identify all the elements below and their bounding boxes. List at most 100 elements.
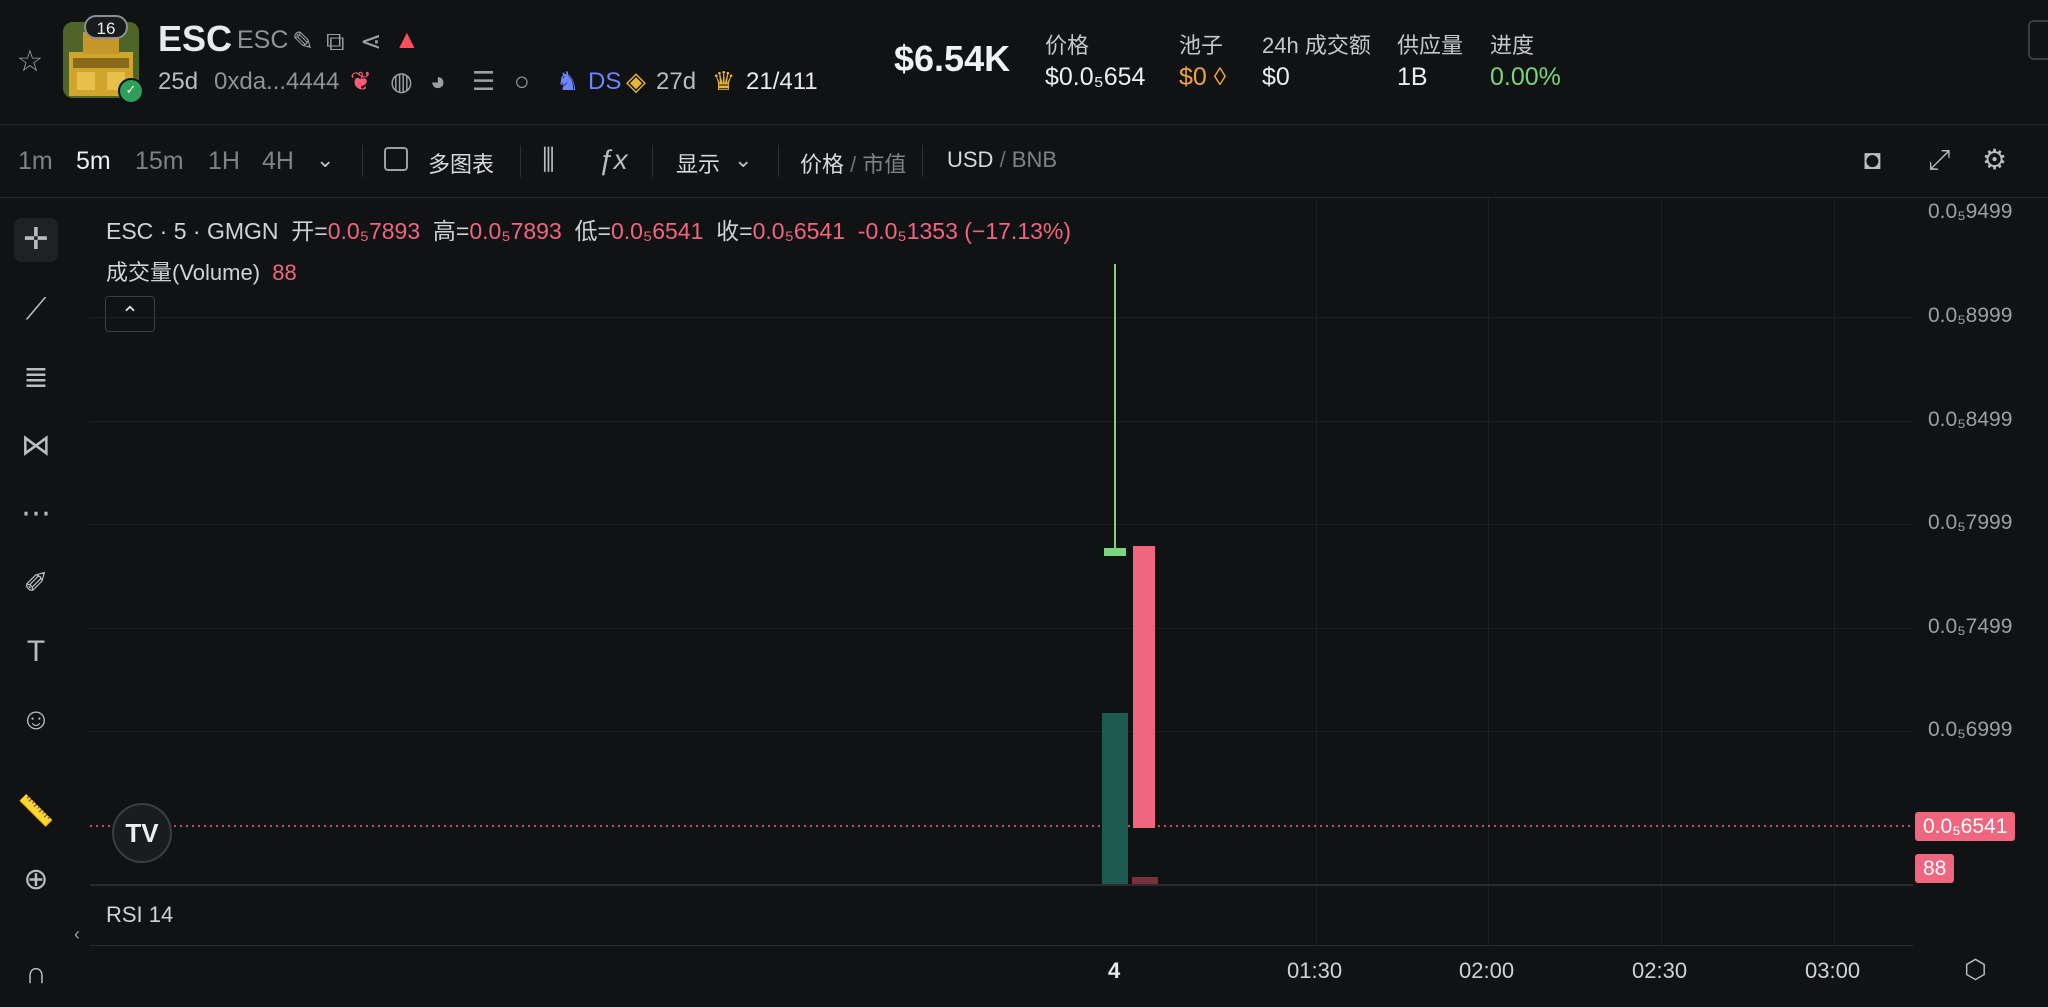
camera-icon[interactable]: ◘ bbox=[1864, 144, 1881, 175]
tradingview-logo[interactable]: TV bbox=[112, 803, 172, 863]
toolbar-divider bbox=[922, 145, 923, 177]
prediction-tool-icon[interactable]: ⋯ bbox=[21, 497, 51, 530]
tf-5m[interactable]: 5m bbox=[76, 147, 111, 175]
stat-volume-label: 24h 成交额 bbox=[1262, 33, 1371, 58]
stat-progress-label: 进度 bbox=[1490, 33, 1535, 58]
message-icon[interactable]: ☰ bbox=[472, 66, 496, 96]
emoji-tool-icon[interactable]: ☺ bbox=[20, 703, 52, 736]
time-tick: 03:00 bbox=[1805, 958, 1861, 983]
price-tick: 0.0₅8999 bbox=[1928, 304, 2013, 327]
token-avatar[interactable] bbox=[63, 22, 139, 98]
time-tick: 01:30 bbox=[1287, 958, 1343, 983]
bnb-icon: ◈ bbox=[626, 66, 646, 96]
drop-icon: ◊ bbox=[1213, 63, 1227, 91]
grid-line bbox=[90, 317, 1913, 318]
close-value: 0.0₅6541 bbox=[752, 218, 846, 244]
time-tick: 02:30 bbox=[1632, 958, 1688, 983]
stat-supply-label: 供应量 bbox=[1397, 33, 1464, 58]
price-tick: 0.0₅7999 bbox=[1928, 511, 2013, 534]
fullscreen-icon[interactable]: ⤢ bbox=[1928, 144, 1951, 175]
toolbar-divider bbox=[652, 145, 653, 177]
stat-price-label: 价格 bbox=[1045, 33, 1090, 58]
candle-type-icon[interactable]: ⫼ bbox=[542, 144, 555, 175]
settings-gear-icon[interactable]: ⚙ bbox=[1982, 144, 2008, 175]
grid-line bbox=[90, 628, 1913, 629]
ds-label[interactable]: DS bbox=[588, 68, 622, 95]
brush-tool-icon[interactable]: ✐ bbox=[23, 567, 49, 600]
holders-count: 21/411 bbox=[746, 68, 818, 95]
multi-chart-label[interactable]: 多图表 bbox=[428, 152, 495, 177]
currency-toggle[interactable]: USD / BNB bbox=[947, 147, 1058, 172]
tf-1h[interactable]: 1H bbox=[208, 147, 240, 175]
stat-pool-value: $0 ◊ bbox=[1179, 63, 1227, 91]
zoom-in-icon[interactable]: ⊕ bbox=[23, 863, 49, 896]
time-tick: 4 bbox=[1108, 958, 1121, 983]
token-avatar-image bbox=[63, 22, 139, 98]
side-panel-handle[interactable] bbox=[2028, 20, 2048, 60]
pane-separator[interactable] bbox=[90, 884, 1913, 886]
warning-icon[interactable]: ▲ bbox=[394, 24, 420, 54]
token-name: ESC bbox=[158, 18, 233, 59]
edit-icon[interactable]: ✎ bbox=[292, 26, 314, 56]
magnet-icon[interactable]: ∩ bbox=[25, 957, 47, 990]
multi-chart-checkbox[interactable] bbox=[384, 147, 408, 171]
bnb-age: 27d bbox=[656, 68, 697, 95]
search-icon[interactable]: ○ bbox=[514, 66, 530, 96]
axis-settings-icon[interactable]: ⬡ bbox=[1964, 954, 1987, 984]
tf-1m[interactable]: 1m bbox=[18, 147, 53, 175]
stat-volume-value: $0 bbox=[1262, 63, 1290, 91]
bnb-option[interactable]: BNB bbox=[1011, 147, 1058, 172]
feather-icon[interactable]: ❦ bbox=[350, 66, 372, 96]
high-label: 高= bbox=[432, 218, 470, 244]
usd-option[interactable]: USD bbox=[947, 147, 994, 172]
crown-icon: ♛ bbox=[712, 66, 736, 96]
price-tick: 0.0₅8499 bbox=[1928, 408, 2013, 431]
fib-tool-icon[interactable]: ≣ bbox=[23, 361, 49, 394]
grid-line bbox=[90, 421, 1913, 422]
copy-icon[interactable]: ⧉ bbox=[326, 26, 345, 56]
volume-legend: 成交量(Volume) 88 bbox=[106, 255, 297, 287]
collapse-tools-icon[interactable]: ‹ bbox=[74, 924, 80, 944]
contract-address[interactable]: 0xda...4444 bbox=[214, 68, 340, 95]
high-value: 0.0₅7893 bbox=[469, 218, 562, 244]
price-tick: 0.0₅6999 bbox=[1928, 718, 2013, 741]
display-menu[interactable]: 显示 bbox=[676, 152, 721, 177]
chart-link-icon[interactable]: ◕ bbox=[430, 66, 446, 96]
globe-icon[interactable]: ◍ bbox=[390, 66, 413, 96]
mcap-option[interactable]: 市值 bbox=[862, 152, 907, 177]
last-price-tag: 0.0₅6541 bbox=[1915, 812, 2016, 841]
display-chevron-icon[interactable]: ⌄ bbox=[734, 147, 753, 172]
candle-body-up bbox=[1104, 548, 1126, 556]
grid-line bbox=[1488, 198, 1489, 945]
favorite-star-icon[interactable]: ☆ bbox=[16, 45, 44, 78]
chevron-down-icon[interactable]: ⌄ bbox=[316, 147, 335, 172]
volume-tag: 88 bbox=[1915, 854, 1955, 883]
token-header: ☆ 16 ✓ ESC ESC ✎ ⧉ ⋖ ▲ 25d 0xda...4444 ❦… bbox=[0, 0, 2048, 125]
text-tool-icon[interactable]: T bbox=[26, 635, 46, 668]
ruler-tool-icon[interactable]: 📏 bbox=[17, 795, 55, 828]
close-label: 收= bbox=[716, 218, 753, 244]
grid-line bbox=[1316, 198, 1317, 945]
time-axis-separator bbox=[90, 945, 1913, 946]
volume-value: 88 bbox=[272, 260, 297, 285]
grid-line bbox=[1834, 198, 1835, 945]
trendline-tool-icon[interactable]: ⟋ bbox=[25, 293, 47, 326]
crosshair-tool-icon[interactable]: ✛ bbox=[14, 218, 58, 262]
volume-bar bbox=[1132, 877, 1158, 884]
toolbar-divider bbox=[520, 145, 521, 177]
price-option[interactable]: 价格 bbox=[800, 152, 845, 177]
token-symbol: ESC bbox=[237, 26, 289, 54]
indicators-fx-icon[interactable]: ƒx bbox=[598, 144, 628, 175]
candle-body-down bbox=[1133, 546, 1155, 828]
tf-4h[interactable]: 4H bbox=[262, 147, 294, 175]
collapse-legend-button[interactable]: ⌃ bbox=[105, 296, 155, 332]
share-icon[interactable]: ⋖ bbox=[360, 26, 382, 56]
grid-line bbox=[90, 524, 1913, 525]
pattern-tool-icon[interactable]: ⋈ bbox=[21, 429, 51, 462]
ohlc-legend: ESC · 5 · GMGN 开=0.0₅7893 高=0.0₅7893 低=0… bbox=[106, 212, 1071, 246]
dexscreener-icon[interactable]: ♞ bbox=[556, 66, 580, 96]
price-mcap-toggle[interactable]: 价格 / 市值 bbox=[800, 152, 907, 177]
price-tick: 0.0₅9499 bbox=[1928, 200, 2013, 223]
tf-15m[interactable]: 15m bbox=[135, 147, 184, 175]
